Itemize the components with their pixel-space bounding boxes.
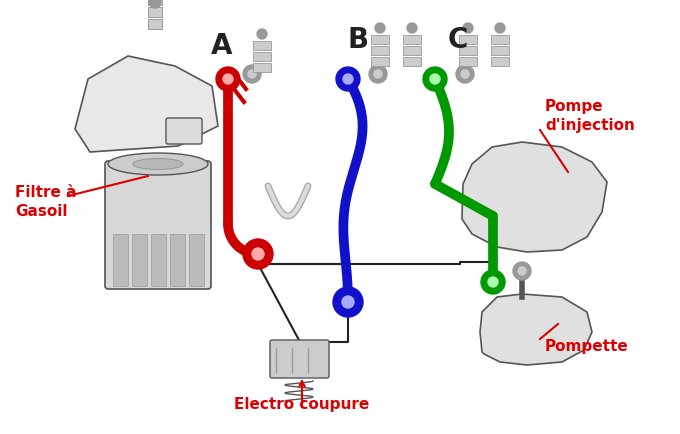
FancyBboxPatch shape	[105, 161, 211, 289]
FancyBboxPatch shape	[148, 0, 162, 5]
Circle shape	[149, 0, 161, 8]
Text: B: B	[347, 26, 369, 54]
Circle shape	[513, 262, 531, 280]
FancyBboxPatch shape	[253, 52, 271, 61]
Circle shape	[430, 74, 440, 84]
FancyBboxPatch shape	[491, 57, 509, 66]
Circle shape	[518, 267, 526, 275]
FancyBboxPatch shape	[371, 57, 389, 66]
FancyBboxPatch shape	[459, 46, 477, 55]
FancyBboxPatch shape	[253, 41, 271, 50]
FancyBboxPatch shape	[253, 63, 271, 72]
FancyBboxPatch shape	[371, 35, 389, 44]
Circle shape	[243, 239, 273, 269]
FancyBboxPatch shape	[189, 234, 204, 286]
Circle shape	[333, 287, 363, 317]
FancyBboxPatch shape	[270, 340, 329, 378]
Circle shape	[257, 29, 267, 39]
Circle shape	[461, 70, 469, 78]
Circle shape	[407, 23, 417, 33]
FancyBboxPatch shape	[371, 46, 389, 55]
FancyBboxPatch shape	[166, 118, 202, 144]
FancyBboxPatch shape	[148, 7, 162, 17]
FancyBboxPatch shape	[459, 57, 477, 66]
Circle shape	[463, 23, 473, 33]
Text: Electro coupure: Electro coupure	[235, 397, 370, 412]
Text: Filtre à
Gasoil: Filtre à Gasoil	[15, 184, 76, 220]
Circle shape	[369, 65, 387, 83]
Circle shape	[343, 74, 353, 84]
Circle shape	[374, 70, 382, 78]
Text: Pompe
d'injection: Pompe d'injection	[545, 99, 635, 133]
FancyBboxPatch shape	[459, 35, 477, 44]
Circle shape	[248, 70, 256, 78]
FancyBboxPatch shape	[148, 19, 162, 29]
Text: A: A	[211, 32, 233, 60]
Polygon shape	[480, 294, 592, 365]
Circle shape	[342, 296, 354, 308]
Polygon shape	[462, 142, 607, 252]
FancyBboxPatch shape	[113, 234, 128, 286]
FancyBboxPatch shape	[403, 57, 421, 66]
Circle shape	[336, 67, 360, 91]
Circle shape	[423, 67, 447, 91]
FancyBboxPatch shape	[491, 35, 509, 44]
Circle shape	[243, 65, 261, 83]
Circle shape	[456, 65, 474, 83]
Text: C: C	[448, 26, 469, 54]
Circle shape	[252, 248, 264, 260]
FancyBboxPatch shape	[403, 46, 421, 55]
Circle shape	[375, 23, 385, 33]
FancyBboxPatch shape	[151, 234, 166, 286]
Polygon shape	[75, 56, 218, 152]
FancyBboxPatch shape	[132, 234, 147, 286]
Circle shape	[481, 270, 505, 294]
FancyBboxPatch shape	[403, 35, 421, 44]
Text: Pompette: Pompette	[545, 339, 629, 354]
Circle shape	[216, 67, 240, 91]
Circle shape	[495, 23, 505, 33]
Ellipse shape	[108, 153, 208, 175]
FancyBboxPatch shape	[491, 46, 509, 55]
Circle shape	[488, 277, 498, 287]
Circle shape	[223, 74, 233, 84]
Ellipse shape	[133, 158, 183, 170]
FancyBboxPatch shape	[170, 234, 185, 286]
